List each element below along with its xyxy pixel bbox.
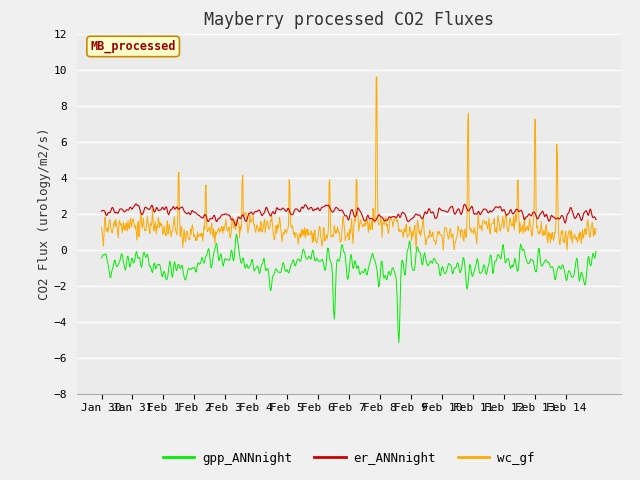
Title: Mayberry processed CO2 Fluxes: Mayberry processed CO2 Fluxes xyxy=(204,11,494,29)
Text: MB_processed: MB_processed xyxy=(90,40,176,53)
Legend: gpp_ANNnight, er_ANNnight, wc_gf: gpp_ANNnight, er_ANNnight, wc_gf xyxy=(158,447,540,469)
Y-axis label: CO2 Flux (urology/m2/s): CO2 Flux (urology/m2/s) xyxy=(38,127,51,300)
